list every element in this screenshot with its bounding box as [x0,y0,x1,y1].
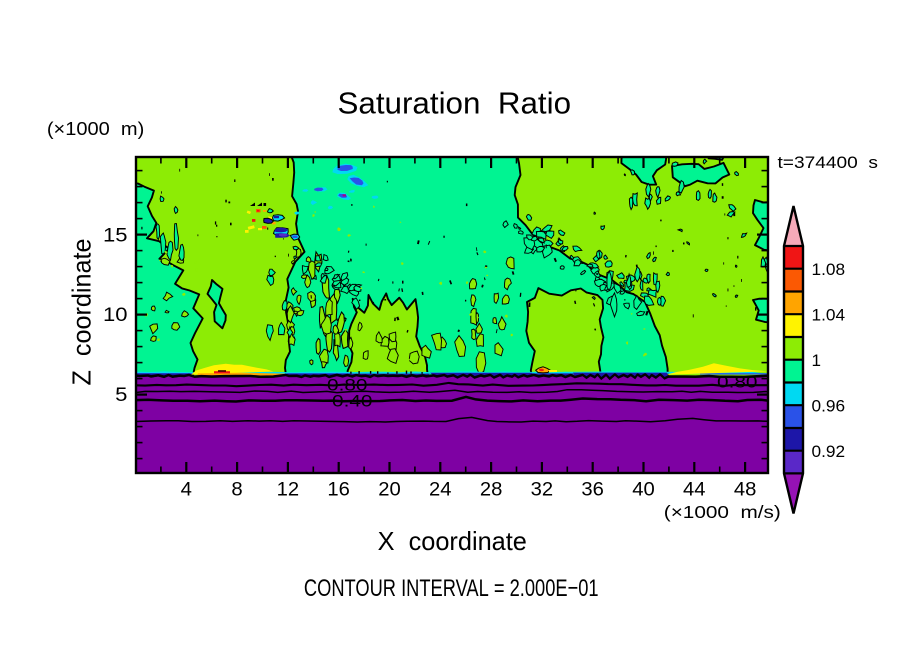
svg-text:Z coordinate: Z coordinate [67,239,97,386]
svg-text:1: 1 [812,351,822,370]
svg-text:(×1000 m/s): (×1000 m/s) [664,502,781,522]
svg-text:10: 10 [103,305,128,326]
svg-text:44: 44 [683,480,706,501]
svg-text:CONTOUR INTERVAL = 2.000E−01: CONTOUR INTERVAL = 2.000E−01 [304,575,599,602]
svg-text:0.80: 0.80 [717,373,758,392]
svg-text:0.80: 0.80 [327,376,368,395]
svg-text:16: 16 [327,480,350,501]
svg-text:t=374400 s: t=374400 s [778,154,878,172]
svg-text:36: 36 [581,480,604,501]
svg-text:X coordinate: X coordinate [378,526,527,556]
svg-text:1.04: 1.04 [812,305,846,324]
svg-text:8: 8 [231,480,242,501]
svg-text:1.08: 1.08 [812,260,846,279]
svg-text:0.92: 0.92 [812,442,846,461]
svg-text:0.96: 0.96 [812,396,846,415]
svg-text:40: 40 [632,480,655,501]
svg-text:28: 28 [480,480,503,501]
svg-text:4: 4 [181,480,193,501]
svg-text:48: 48 [734,480,757,501]
svg-text:24: 24 [429,480,452,501]
svg-text:32: 32 [531,480,554,501]
svg-text:12: 12 [277,480,300,501]
svg-text:(×1000 m): (×1000 m) [47,118,144,139]
svg-text:0.40: 0.40 [332,392,373,411]
svg-text:15: 15 [103,225,128,246]
svg-text:20: 20 [378,480,401,501]
svg-text:Saturation Ratio: Saturation Ratio [338,87,572,121]
svg-text:5: 5 [115,385,127,406]
